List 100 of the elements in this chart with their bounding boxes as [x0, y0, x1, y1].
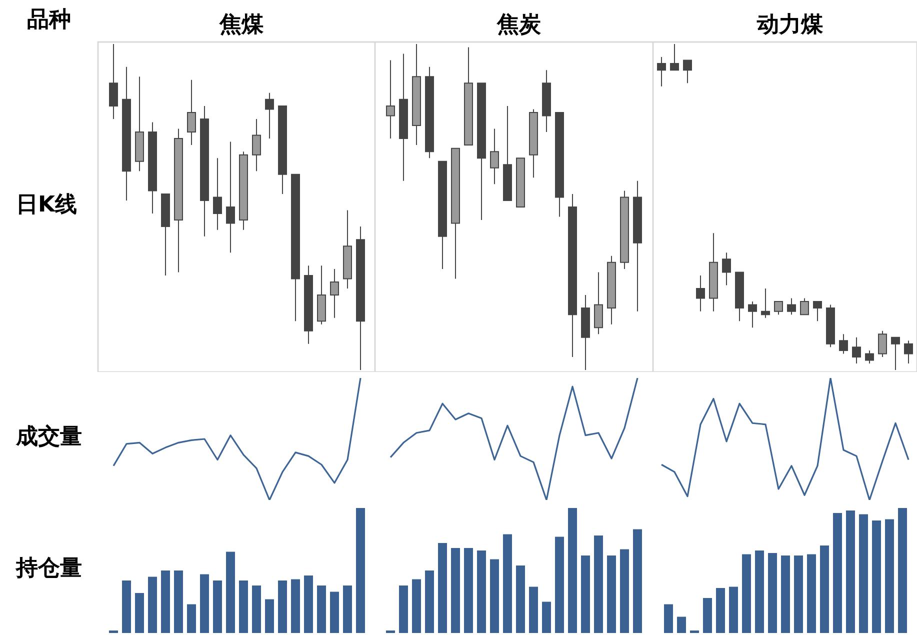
candlestick [891, 336, 900, 370]
bar [620, 549, 629, 633]
candlestick [161, 193, 170, 276]
bar [252, 586, 261, 633]
bar [529, 586, 538, 633]
bar [438, 543, 447, 633]
candlestick [226, 141, 235, 254]
candlestick [748, 301, 757, 328]
bar [594, 536, 603, 633]
candlestick [503, 105, 512, 201]
candlestick [135, 76, 144, 172]
bar [265, 599, 274, 633]
bar [581, 556, 590, 633]
candlestick [278, 105, 287, 194]
candlestick [657, 56, 666, 87]
bar [794, 556, 803, 633]
bar [317, 586, 326, 633]
candlestick [399, 53, 408, 182]
candlestick [187, 79, 196, 146]
bar [664, 604, 673, 633]
candlestick [683, 60, 692, 84]
candlestick [620, 190, 629, 270]
bar [464, 548, 473, 633]
candlestick [581, 294, 590, 370]
bar [633, 529, 642, 633]
bar [187, 604, 196, 633]
bar [200, 574, 209, 633]
candlestick [109, 44, 118, 120]
bar [174, 570, 183, 633]
bar [872, 520, 881, 633]
text: 品种 [27, 8, 71, 32]
bar [846, 510, 855, 633]
bar [833, 513, 842, 633]
y-axis-title: 日K线 [16, 192, 78, 218]
bar [885, 519, 894, 633]
bar [477, 550, 486, 633]
bar [542, 602, 551, 633]
bar [122, 580, 131, 633]
candlestick [412, 44, 421, 146]
bar [768, 553, 777, 633]
candlestick [839, 334, 848, 354]
bar [716, 588, 725, 633]
candlestick [356, 226, 365, 370]
candlestick [343, 210, 352, 289]
bar [148, 576, 157, 633]
bar [898, 508, 907, 633]
bar [304, 576, 313, 633]
candlestick [291, 174, 300, 322]
candlestick [148, 122, 157, 214]
bar [161, 570, 170, 633]
candlestick [464, 46, 473, 146]
candlestick [122, 66, 131, 201]
bar [399, 586, 408, 633]
y-axis-title: 成交量 [15, 424, 82, 450]
candlestick [477, 82, 486, 221]
bar [781, 556, 790, 633]
bar [356, 508, 365, 633]
y-axis-title: 持仓量 [15, 556, 82, 581]
chart-title: 焦煤 [218, 12, 264, 38]
candlestick [529, 108, 538, 178]
candlestick [174, 128, 183, 273]
bar [490, 559, 499, 633]
bar [278, 580, 287, 633]
bar [742, 554, 751, 633]
bar [503, 534, 512, 633]
bar [703, 598, 712, 633]
bar [807, 554, 816, 633]
candlestick [200, 105, 209, 237]
candlestick [813, 301, 822, 322]
candlestick [709, 232, 718, 312]
candlestick [386, 60, 395, 140]
candlestick [865, 350, 874, 364]
candlestick [516, 158, 525, 208]
candlestick [735, 272, 744, 322]
bar [330, 592, 339, 633]
candlestick [317, 265, 326, 325]
bar [677, 616, 686, 633]
candlestick [594, 272, 603, 335]
bar [135, 593, 144, 633]
bar [859, 514, 868, 633]
candlestick [607, 255, 616, 325]
bar [226, 552, 235, 633]
bar [555, 536, 564, 633]
candlestick [670, 44, 679, 71]
candlestick [213, 158, 222, 230]
candlestick [904, 340, 913, 364]
bar [343, 586, 352, 633]
candlestick [787, 298, 796, 316]
candlestick [265, 92, 274, 140]
bar [755, 550, 764, 633]
bar [729, 586, 738, 633]
bar [425, 570, 434, 633]
candlestick [239, 151, 248, 230]
candlestick [761, 288, 770, 318]
bar [239, 580, 248, 633]
candlestick [826, 304, 835, 348]
candlestick [330, 268, 339, 318]
candlestick [568, 193, 577, 358]
bar [607, 556, 616, 633]
candlestick [252, 118, 261, 172]
